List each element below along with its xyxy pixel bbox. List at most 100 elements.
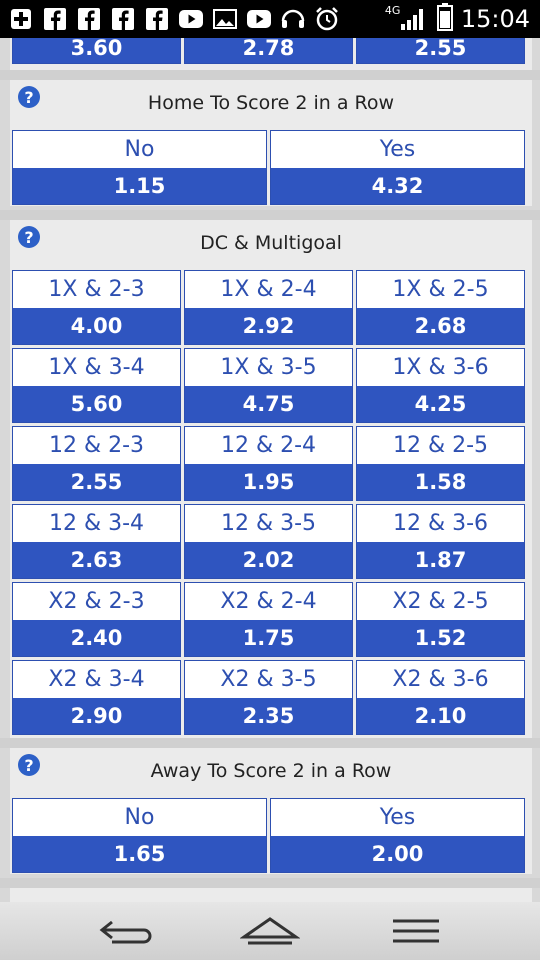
odds-button[interactable]: 1X & 3-6 4.25 bbox=[356, 348, 525, 423]
odds-button-no[interactable]: No 1.65 bbox=[12, 798, 267, 873]
market-header: ? Home To Score 2 in a Row bbox=[10, 80, 532, 126]
market-title: DC & Multigoal bbox=[200, 232, 342, 254]
alarm-clock-icon bbox=[314, 6, 340, 32]
odds-value: 2.55 bbox=[357, 38, 524, 63]
odds-button[interactable]: 12 & 3-4 2.63 bbox=[12, 504, 181, 579]
selection-label: 1X & 2-5 bbox=[392, 277, 489, 302]
odds-button[interactable]: X2 & 2-4 1.75 bbox=[184, 582, 353, 657]
facebook-icon bbox=[42, 6, 68, 32]
divider bbox=[0, 70, 540, 80]
odds-button-yes[interactable]: Yes 4.32 bbox=[270, 130, 525, 205]
battery-icon bbox=[436, 3, 453, 35]
selection-label: 12 & 2-4 bbox=[220, 433, 317, 458]
odds-value: 1.87 bbox=[357, 542, 524, 578]
odds-value: 1.58 bbox=[357, 464, 524, 500]
home-icon bbox=[240, 917, 300, 945]
odds-button[interactable]: X2 & 3-4 2.90 bbox=[12, 660, 181, 735]
market-header: ? Away To Score 2 in a Row bbox=[10, 748, 532, 794]
market-dc-multigoal: ? DC & Multigoal 1X & 2-3 4.00 1X & 2-4 2.9… bbox=[10, 220, 532, 738]
odds-value: 2.02 bbox=[185, 542, 352, 578]
youtube-icon-2 bbox=[246, 6, 272, 32]
partial-cell-2[interactable]: 2.78 bbox=[184, 38, 353, 64]
market-title: Home To Score 2 in a Row bbox=[147, 92, 395, 114]
divider bbox=[0, 878, 540, 888]
selection-label: X2 & 2-4 bbox=[220, 589, 317, 614]
odds-value: 1.65 bbox=[13, 836, 266, 872]
selection-label: 1X & 2-3 bbox=[48, 277, 145, 302]
odds-button[interactable]: 1X & 3-5 4.75 bbox=[184, 348, 353, 423]
odds-button[interactable]: 12 & 3-5 2.02 bbox=[184, 504, 353, 579]
navigation-bar bbox=[0, 902, 540, 960]
odds-value: 1.52 bbox=[357, 620, 524, 656]
market-title: Away To Score 2 in a Row bbox=[150, 760, 392, 782]
market-away-to-score-2-in-a-row: ? Away To Score 2 in a Row No 1.65 Yes 2… bbox=[10, 748, 532, 874]
market-list[interactable]: 3.60 2.78 2.55 ? Home To Score 2 in a Ro… bbox=[0, 38, 540, 902]
odds-button[interactable]: X2 & 3-5 2.35 bbox=[184, 660, 353, 735]
partial-cell-3[interactable]: 2.55 bbox=[356, 38, 525, 64]
plus-notification-icon bbox=[8, 6, 34, 32]
selection-label: No bbox=[124, 805, 155, 830]
odds-value: 1.75 bbox=[185, 620, 352, 656]
odds-button[interactable]: X2 & 2-5 1.52 bbox=[356, 582, 525, 657]
selection-label: Yes bbox=[379, 805, 416, 830]
odds-button[interactable]: 1X & 3-4 5.60 bbox=[12, 348, 181, 423]
network-label: 4G bbox=[384, 4, 401, 17]
help-icon[interactable]: ? bbox=[18, 86, 40, 108]
odds-button[interactable]: X2 & 3-6 2.10 bbox=[356, 660, 525, 735]
selection-label: 1X & 3-4 bbox=[48, 355, 145, 380]
facebook-icon-4 bbox=[144, 6, 170, 32]
odds-value: 4.32 bbox=[271, 168, 524, 204]
selection-label: X2 & 2-3 bbox=[48, 589, 145, 614]
odds-button[interactable]: 1X & 2-5 2.68 bbox=[356, 270, 525, 345]
odds-value: 2.40 bbox=[13, 620, 180, 656]
facebook-icon-3 bbox=[110, 6, 136, 32]
selection-label: X2 & 3-5 bbox=[220, 667, 317, 692]
selection-label: 1X & 3-5 bbox=[220, 355, 317, 380]
odds-value: 1.95 bbox=[185, 464, 352, 500]
help-icon[interactable]: ? bbox=[18, 226, 40, 248]
divider bbox=[0, 210, 540, 220]
odds-button[interactable]: 1X & 2-3 4.00 bbox=[12, 270, 181, 345]
odds-value: 4.25 bbox=[357, 386, 524, 422]
odds-button[interactable]: 12 & 2-5 1.58 bbox=[356, 426, 525, 501]
next-market-partial bbox=[10, 888, 532, 902]
odds-value: 2.63 bbox=[13, 542, 180, 578]
odds-value: 4.00 bbox=[13, 308, 180, 344]
selection-label: 12 & 3-6 bbox=[392, 511, 489, 536]
odds-button[interactable]: 12 & 3-6 1.87 bbox=[356, 504, 525, 579]
divider bbox=[0, 738, 540, 748]
odds-button[interactable]: 12 & 2-4 1.95 bbox=[184, 426, 353, 501]
signal-icon: 4G bbox=[384, 4, 429, 32]
gallery-icon bbox=[212, 6, 238, 32]
home-button[interactable] bbox=[240, 912, 300, 950]
back-icon bbox=[99, 920, 152, 944]
menu-button[interactable] bbox=[386, 912, 446, 950]
odds-button-yes[interactable]: Yes 2.00 bbox=[270, 798, 525, 873]
odds-button[interactable]: 12 & 2-3 2.55 bbox=[12, 426, 181, 501]
selection-label: X2 & 3-4 bbox=[48, 667, 145, 692]
market-header: ? DC & Multigoal bbox=[10, 220, 532, 266]
odds-button-no[interactable]: No 1.15 bbox=[12, 130, 267, 205]
selection-label: X2 & 3-6 bbox=[392, 667, 489, 692]
odds-value: 2.92 bbox=[185, 308, 352, 344]
partial-cell-1[interactable]: 3.60 bbox=[12, 38, 181, 64]
odds-button[interactable]: X2 & 2-3 2.40 bbox=[12, 582, 181, 657]
help-icon[interactable]: ? bbox=[18, 754, 40, 776]
selection-label: 12 & 2-3 bbox=[48, 433, 145, 458]
partial-market: 3.60 2.78 2.55 bbox=[10, 38, 532, 70]
back-button[interactable] bbox=[96, 912, 156, 950]
facebook-icon-2 bbox=[76, 6, 102, 32]
selection-label: No bbox=[124, 137, 155, 162]
odds-value: 2.90 bbox=[13, 698, 180, 734]
youtube-icon bbox=[178, 6, 204, 32]
selection-label: 12 & 2-5 bbox=[392, 433, 489, 458]
selection-label: 1X & 3-6 bbox=[392, 355, 489, 380]
headset-icon bbox=[280, 6, 306, 32]
odds-value: 2.00 bbox=[271, 836, 524, 872]
odds-value: 2.68 bbox=[357, 308, 524, 344]
odds-value: 2.10 bbox=[357, 698, 524, 734]
notification-icons bbox=[8, 6, 340, 32]
selection-label: 12 & 3-4 bbox=[48, 511, 145, 536]
odds-button[interactable]: 1X & 2-4 2.92 bbox=[184, 270, 353, 345]
odds-value: 2.55 bbox=[13, 464, 180, 500]
